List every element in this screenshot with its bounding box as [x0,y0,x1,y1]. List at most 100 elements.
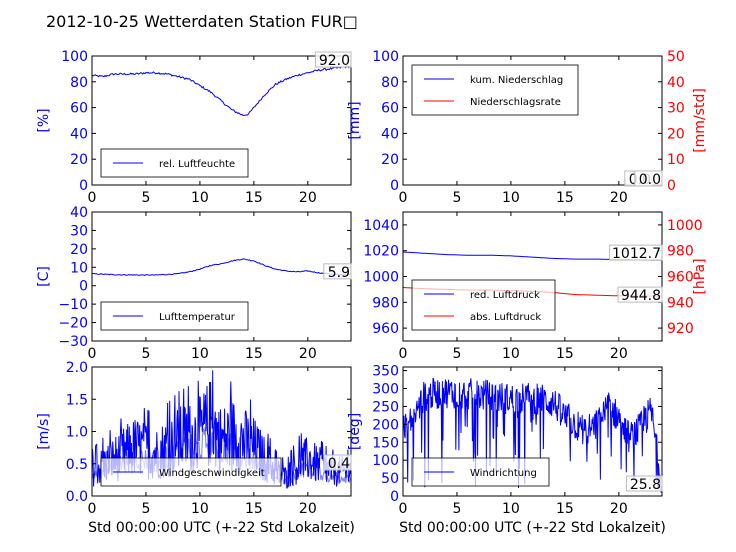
current-value-label-box [323,454,352,471]
x-tick-label: 0 [88,501,97,517]
y-tick-label: 40 [70,126,88,142]
y-tick-label: 20 [70,242,88,258]
x-tick-label: 0 [399,346,408,362]
y-tick-label-right: 40 [667,75,685,91]
current-value-label: 1012.7 [612,246,661,262]
x-tick-label: 5 [452,190,461,206]
current-value-label-box [323,263,352,280]
y-tick-label: 80 [70,75,88,91]
y-tick-label: 10 [70,260,88,276]
y-tick-label: 60 [381,101,399,117]
y-tick-label: 0.5 [66,457,88,473]
y-tick-label: 300 [372,382,399,398]
y-tick-label: 1040 [363,218,399,234]
series-line-winddir-0 [403,377,662,493]
y-tick-label-right: 20 [667,126,685,142]
current-value-label-2: 0.0 [639,172,661,188]
current-value-label: 0.4 [328,456,350,472]
panel-humidity: 0 5 10 15 20 0 20 40 60 80 100 [%] 92.0 rel. Luftfeuc… [36,49,352,206]
y-tick-label: 980 [372,295,399,311]
current-value-label-2-box [634,170,663,187]
x-tick-label: 20 [610,501,628,517]
current-value-label-box [625,475,663,492]
figure-title: 2012-10-25 Wetterdaten Station FUR□ [46,12,358,31]
x-tick-label: 15 [245,190,263,206]
y-tick-label: 1.5 [66,392,88,408]
panel-precip: 0 5 10 15 20 0 20 40 60 80 100 0 10 20 30 40 50 [mm] [mm/s… [347,49,708,206]
legend: Lufttemperatur [100,301,249,331]
y-tick-label-right: 940 [667,295,694,311]
y-tick-label: 150 [372,435,399,451]
x-tick-label: 5 [452,501,461,517]
y-tick-label: −30 [58,334,88,350]
y-tick-label-right: 960 [667,270,694,286]
y-tick-label: 40 [381,126,399,142]
y-axis-label: [mm] [347,101,363,139]
x-axis-label: Std 00:00:00 UTC (+-22 Std Lokalzeit) [88,520,355,536]
current-value-label: 92.0 [319,53,350,69]
y-tick-label: 0 [79,279,88,295]
current-value-label-2: 944.8 [621,288,661,304]
y-tick-label: 1000 [363,270,399,286]
y-axis-label: [m/s] [36,413,52,450]
y-tick-label: −10 [58,297,88,313]
x-tick-label: 10 [191,346,209,362]
plot-frame [91,55,352,186]
y-tick-label-right: 30 [667,101,685,117]
x-tick-label: 5 [452,346,461,362]
y-axis-label-right: [mm/std] [692,88,708,153]
current-value-label: 5.9 [328,265,350,281]
y-axis-label-right: [hPa] [692,258,708,294]
x-tick-label: 15 [245,346,263,362]
series-line-humidity-0 [92,65,351,117]
x-tick-label: 20 [610,346,628,362]
legend: rel. Luftfeuchte [100,148,249,178]
legend-entry: Windrichtung [470,468,537,479]
current-value-label: 25.8 [630,477,661,493]
x-tick-label: 10 [191,190,209,206]
y-tick-label: 0 [79,178,88,194]
x-tick-label: 15 [245,501,263,517]
plot-frame [402,55,663,186]
x-tick-label: 15 [556,346,574,362]
x-tick-label: 15 [556,501,574,517]
y-tick-label: 100 [372,453,399,469]
y-tick-label: 100 [372,49,399,65]
y-tick-label: 60 [70,101,88,117]
y-tick-label-right: 0 [667,178,676,194]
y-tick-label: 1.0 [66,425,88,441]
y-tick-label: 200 [372,417,399,433]
plot-frame [402,366,663,497]
series-line-temperature-0 [92,258,351,276]
y-tick-label: 1020 [363,244,399,260]
y-axis-label: [%] [36,108,52,132]
legend: Windgeschwindigkeit [100,457,282,487]
x-tick-label: 0 [88,190,97,206]
y-tick-label: 20 [70,152,88,168]
y-tick-label: 350 [372,364,399,380]
legend-entry: red. Luftdruck [470,290,540,301]
legend-entry: kum. Niederschlag [470,75,563,86]
x-tick-label: 10 [502,190,520,206]
y-tick-label: 0 [390,489,399,505]
y-tick-label: −20 [58,316,88,332]
x-tick-label: 5 [141,190,150,206]
legend-entry: Lufttemperatur [159,312,236,323]
y-tick-label: 40 [70,205,88,221]
legend: red. Luftdruck abs. Luftdruck [411,279,556,331]
y-tick-label: 100 [61,49,88,65]
x-tick-label: 5 [141,501,150,517]
legend-box [411,64,579,116]
x-tick-label: 20 [299,346,317,362]
y-tick-label-right: 920 [667,321,694,337]
x-tick-label: 0 [88,346,97,362]
x-tick-label: 10 [191,501,209,517]
legend-entry: Windgeschwindigkeit [159,468,265,479]
x-tick-label: 20 [299,501,317,517]
y-tick-label: 250 [372,399,399,415]
y-tick-label: 20 [381,152,399,168]
legend-box [411,279,556,331]
current-value-label-2-box [617,286,663,303]
